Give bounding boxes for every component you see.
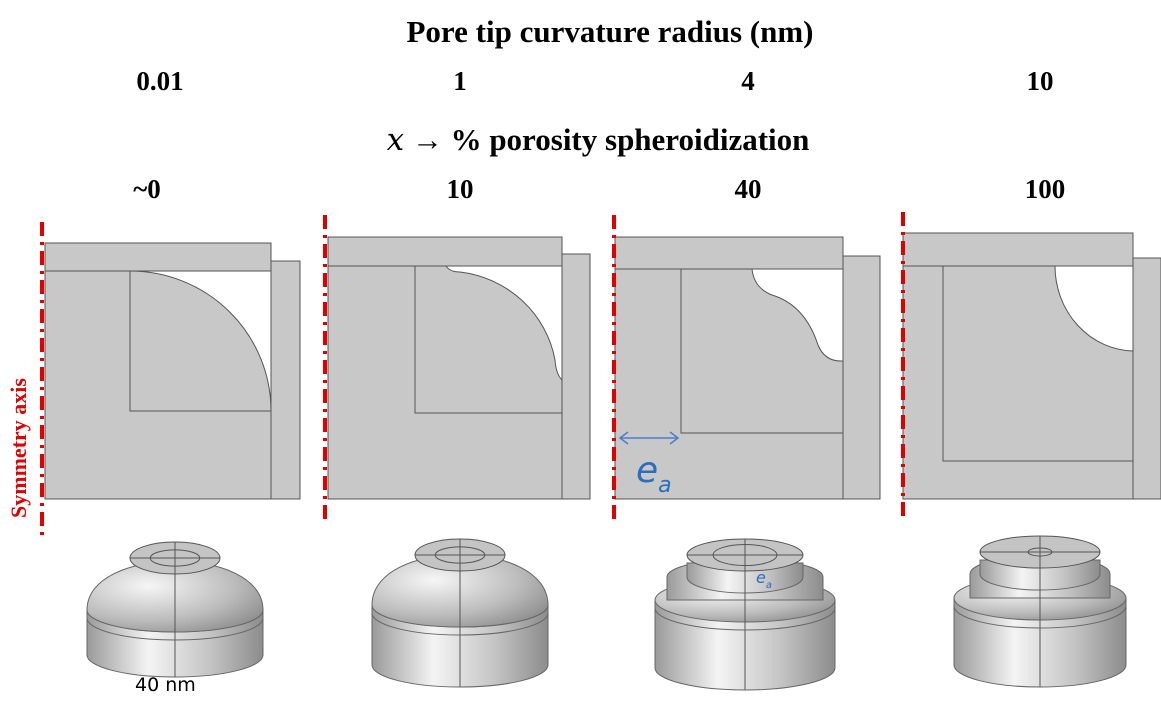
radius-label: 4: [741, 66, 755, 96]
variable: x: [387, 122, 405, 158]
cross-section: [44, 242, 301, 500]
title: Pore tip curvature radius (nm): [407, 14, 814, 49]
render-part: [86, 617, 264, 641]
scale-label: 40 nm: [135, 674, 196, 696]
dimension-sub: a: [658, 473, 671, 498]
radius-label: 0.01: [136, 66, 183, 96]
spheroidization-label: 10: [447, 174, 474, 204]
cross-section: [902, 232, 1161, 500]
spheroidization-label: ~0: [133, 174, 161, 204]
dimension-base: e: [636, 450, 658, 491]
dimension-label: ea: [636, 450, 672, 498]
dimension-sub: a: [766, 580, 772, 591]
render-dimension-label: ea: [756, 568, 772, 591]
arrow: →: [412, 122, 443, 157]
render-part: [953, 605, 1127, 629]
subtitle-text: % porosity spheroidization: [451, 122, 810, 157]
subtitle: x → % porosity spheroidization: [387, 122, 810, 158]
cross-section: [614, 236, 881, 500]
radius-label: 10: [1027, 66, 1054, 96]
cross-section: [327, 236, 591, 500]
spheroidization-label: 40: [735, 174, 762, 204]
render-part: [371, 612, 549, 636]
axis-label: Symmetry axis: [6, 378, 31, 518]
dimension-base: e: [756, 568, 766, 587]
dimension-arrow: [618, 431, 680, 445]
renders: [86, 535, 1127, 691]
render-part: [654, 607, 836, 631]
radius-label: 1: [453, 66, 467, 96]
spheroidization-label: 100: [1025, 174, 1066, 204]
